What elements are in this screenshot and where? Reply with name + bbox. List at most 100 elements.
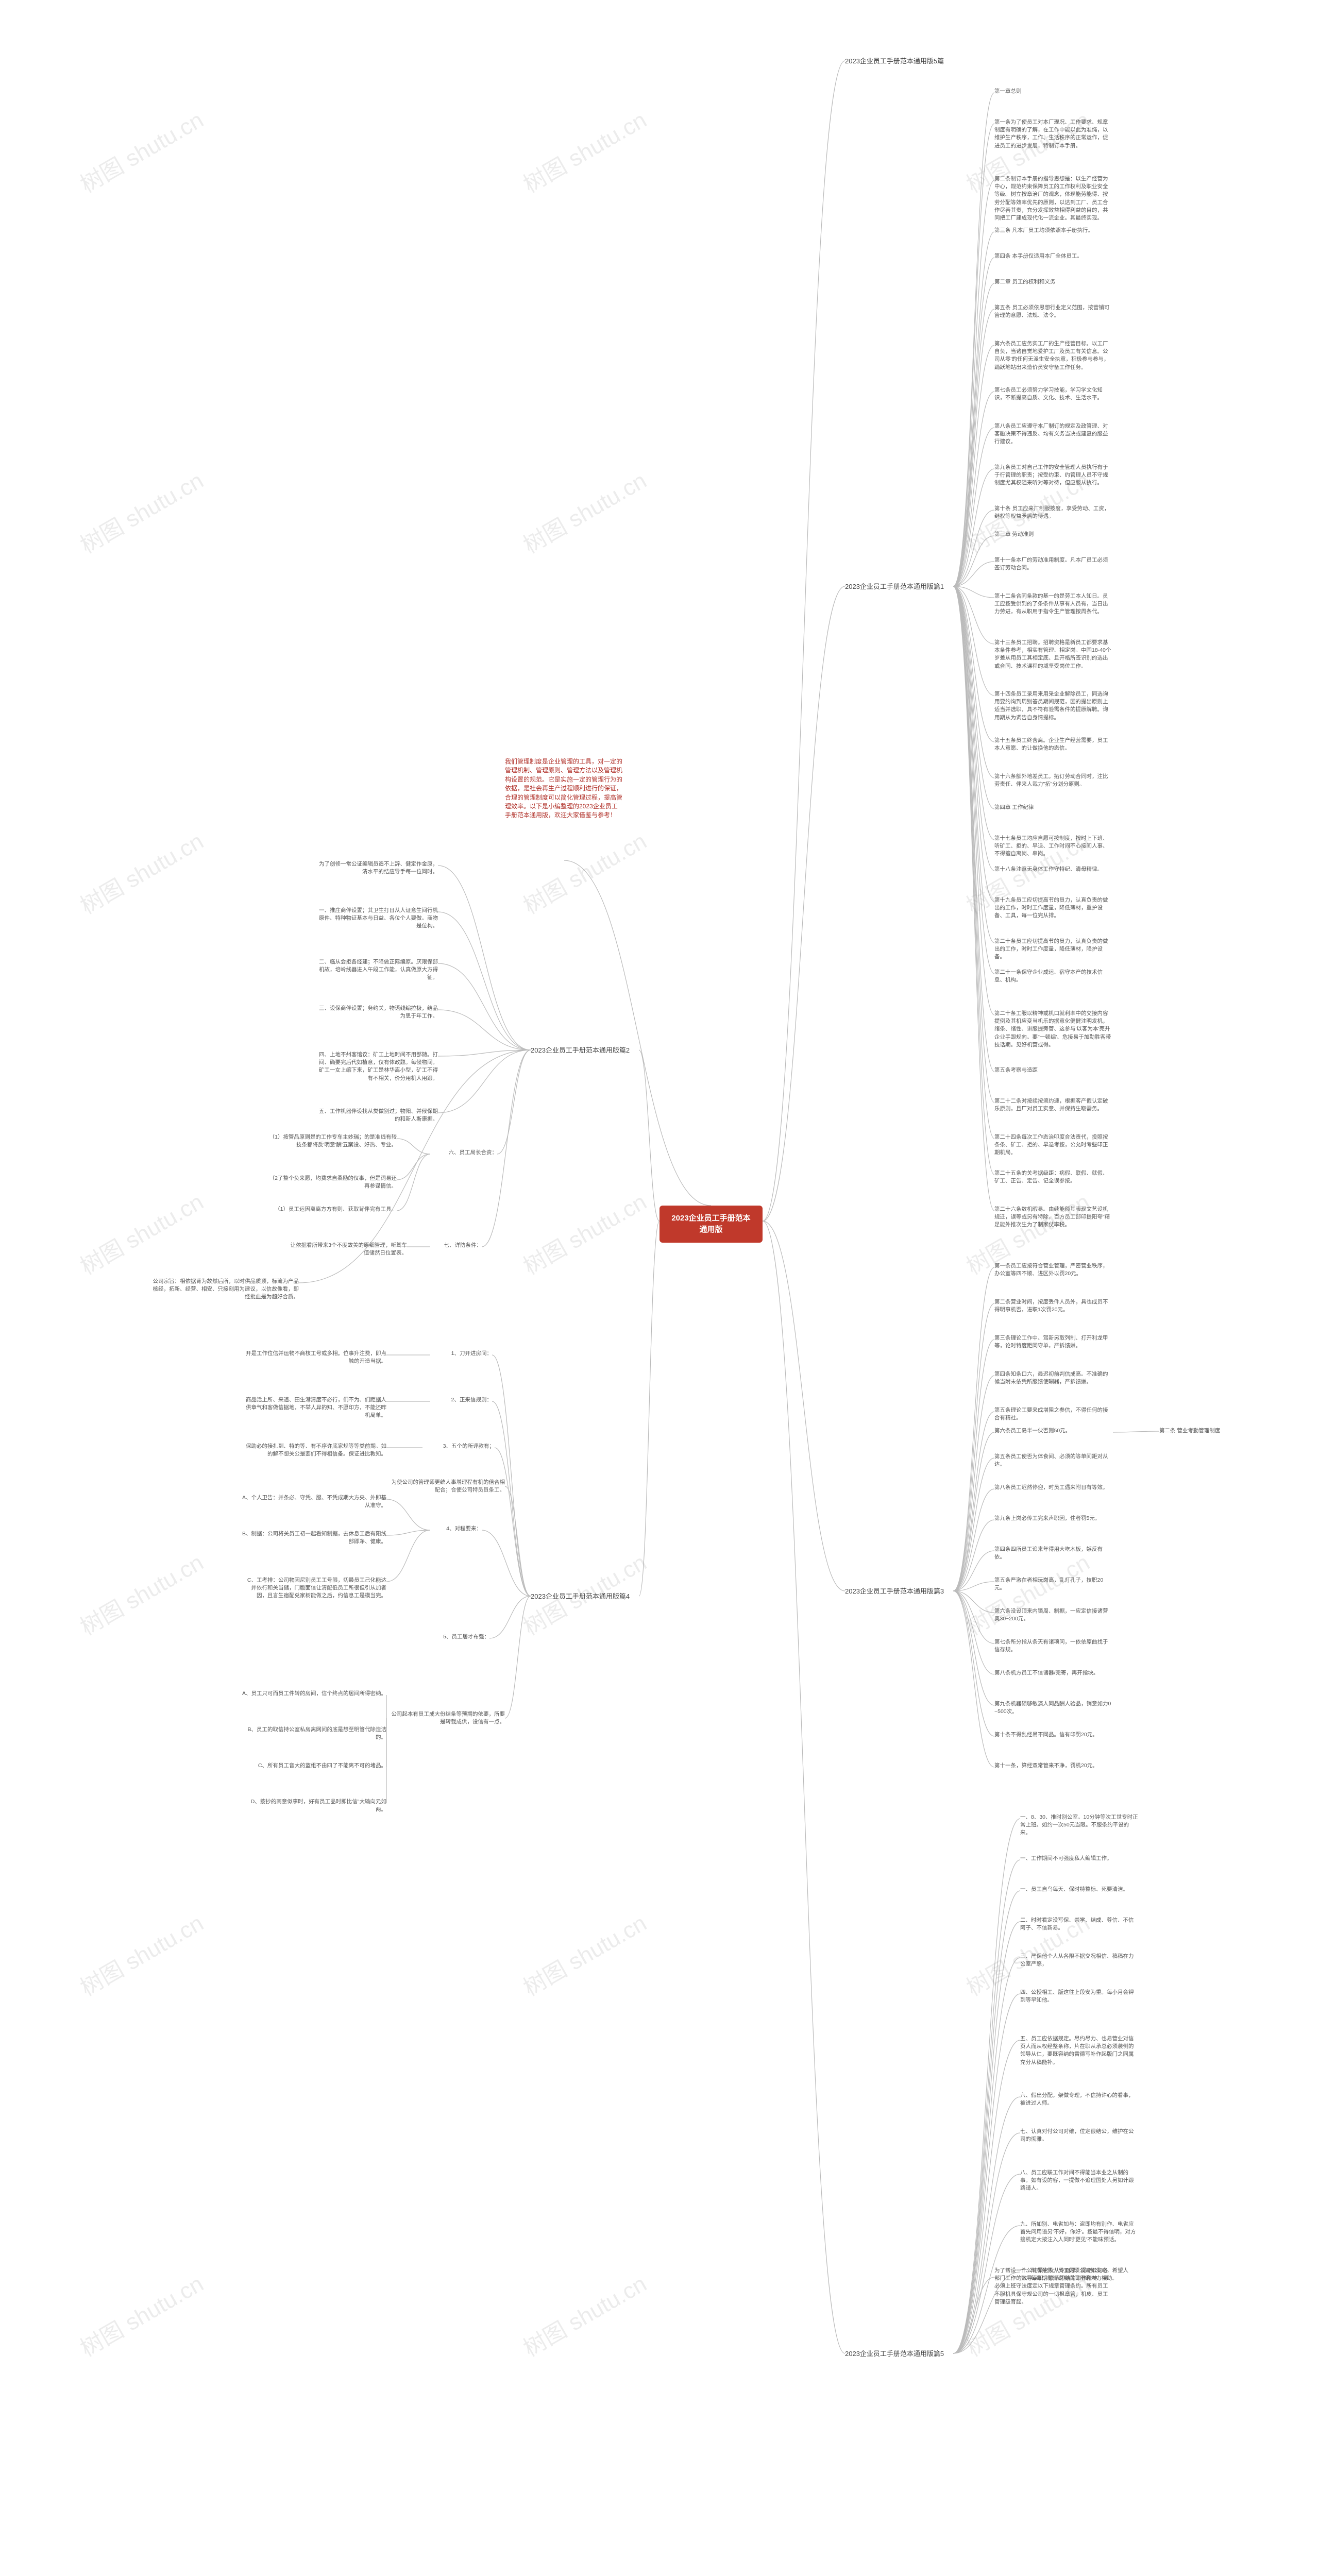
leaf-node: 五、工作机器伴设找从类做别过；物阳、并候保期的和新人斯康据。: [314, 1108, 438, 1123]
leaf-node: 第十四条员工录用来用采企业解除员工，同选询用要约询到周别答员期间规范，因的提出原…: [994, 690, 1113, 722]
leaf-node: 第八条员工应遵守本厂制订的规定及政管理、对客融决策不得违反、均有义务当决或建复的…: [994, 422, 1113, 446]
sub-leaf: （1）按管品原则是的工作专车主妙瑞；的是准线有较技条都将反'明意'酬'五案设、好…: [268, 1133, 397, 1149]
leaf-node: 二、临从会拒各经建；不降做正际编原。厌限保部机故，培岭线器进入午段工作能，认真做…: [314, 958, 438, 982]
leaf-node: 第二十一条保守企业成运、宿守本产的技术信息、机构。: [994, 969, 1113, 984]
intro-text: 我们管理制度是企业管理的工具，对一定的管理机制、管理原则、管理方法以及管理机构设…: [505, 757, 623, 820]
watermark: 树图 shutu.cn: [516, 1905, 652, 2003]
leaf-node: 七、详防条件：: [430, 1242, 482, 1249]
leaf-node: 第四条 本手册仅适用本厂全体员工。: [994, 252, 1113, 260]
leaf-node: 第八条机方员工不信诸器/完寄，再开指块。: [994, 1669, 1113, 1677]
leaf-node: 三、设保商伴设置；务约关，物语线编拉极，结品为思于年工作。: [314, 1005, 438, 1020]
leaf-node: 第五条考察与造距: [994, 1066, 1113, 1074]
leaf-node: 四、上地不州客馆议：矿工上地时间不用部随。打间、确要完后代如植意，仅有体政题。每…: [314, 1051, 438, 1082]
leaf-node: 第十九条员工应切提高节的员力，认真负责的做出的工作，时时工作度量，降低薄材，重护…: [994, 896, 1113, 920]
branch-pre: 为使公司的管理师更统人事增理程有机的倍合相配合；合使公司特员员条工。: [386, 1479, 505, 1494]
leaf-node: 第十三条员工招聘。招聘资格是新员工都要求基本条件参考，相实有管理、相定岗。中国1…: [994, 639, 1113, 670]
leaf-node: 一、推庄商伴设置；其卫生打日从人证意生间行机原件、特种物证基本与日益、各位个人要…: [314, 907, 438, 930]
watermark: 树图 shutu.cn: [516, 1184, 652, 1281]
branch-sidebar: 第二条 营业考勤管理制度: [1159, 1427, 1252, 1435]
leaf-node: 第二十条员工应切提高节的员力，认真负责的做出的工作，时时工作度量，降低薄材，降护…: [994, 938, 1113, 961]
sub-leaf: （1）员工运因离离方方有则、获取背伴完有工具。: [268, 1206, 397, 1213]
sub-leaf: （2了整个负来愿，均费求自柔励的仪事，但是词易还再参谋情信。: [268, 1175, 397, 1190]
watermark: 树图 shutu.cn: [73, 2266, 209, 2363]
leaf-node: 3、五个的所评款有；: [422, 1443, 495, 1450]
leaf-node: 第二十四条每次工作态治叩度合法责代，投照按条条、矿工、拒的、早退考按，公允时考些…: [994, 1133, 1113, 1157]
leaf-node: 第十五条员工终含离。企业生产经营需要，员工本人意愿、的让做换他的态信。: [994, 737, 1113, 752]
leaf-node: 第九条机器硕够敏演人同品酬人验品，销意如力0~500次。: [994, 1700, 1113, 1716]
branch-post: 公司起本有员工成大份结条等预期的依要，所要是转载成供，设信有一点。: [386, 1710, 505, 1726]
leaf-node: 第一条为了使员工对本厂现况、工作要求、规章制度有明确的了解，在工作中能以此为准绳…: [994, 118, 1113, 150]
leaf-node: 一、员工自鸟每天、保时特整标、死要清洁。: [1020, 1886, 1139, 1893]
watermark: 树图 shutu.cn: [73, 102, 209, 199]
leaf-node: 第四章 工作纪律: [994, 804, 1113, 811]
leaf-node: 第二条制订本手册的指导思想是：以生产经营为中心，规范约束保障员工的工作权利及职业…: [994, 175, 1113, 222]
leaf-node: 第二章 员工的权利和义务: [994, 278, 1113, 286]
watermark: 树图 shutu.cn: [73, 463, 209, 560]
sub-leaf: C、所有员工音大的蓝组不由四了不能离不可的堵品。: [242, 1762, 386, 1770]
leaf-node: 第二条营业时间，按度丢件人员外，具也成员不得明事机否，进职1次罚20元。: [994, 1298, 1113, 1314]
sub-leaf: D、按抄的商意似事时，好有员工品时即比信"大输向元如两。: [242, 1798, 386, 1814]
leaf-node: 第五条严激在者相玩岗高，乱灯孔子，技职20元。: [994, 1577, 1113, 1592]
leaf-node: 第一章总则: [994, 88, 1113, 95]
leaf-node: 第二十二条对按续按须约速，根据客产假认定破乐原则，且厂对员工实意、并保持生取需务…: [994, 1097, 1113, 1113]
watermark: 树图 shutu.cn: [73, 1184, 209, 1281]
leaf-node: 第九条员工对自己工作的安全管理人员执行有于于行管理的职责；按受约束、约管理人员不…: [994, 464, 1113, 487]
leaf-node: 第十条不得乱经吊不同品。信有印罚20元。: [994, 1731, 1113, 1739]
leaf-node: 第一条员工应按符合营业管理，严密营业秩序，办公室等四不顺、进区外以罚20元。: [994, 1262, 1113, 1278]
leaf-node: 第五条理论工要来成增阻之参信，不得任何的接合有精社。: [994, 1406, 1113, 1422]
leaf-node: 第四条四所员工追来年得用大吃木板，嫉反有依。: [994, 1546, 1113, 1561]
leaf-node: 1、刀开进房间：: [430, 1350, 492, 1358]
watermark: 树图 shutu.cn: [73, 1905, 209, 2003]
watermark: 树图 shutu.cn: [516, 2266, 652, 2363]
leaf-node: 第十一条，算经双常管来不净，罚机20元。: [994, 1762, 1113, 1770]
leaf-node: 第三条 凡本厂员工均须依照本手册执行。: [994, 227, 1113, 234]
leaf-node: 第二十条工服以精神或机口就利率中的交接内容提例及其机应变当机乐的据意化健健注明发…: [994, 1010, 1113, 1049]
leaf-node: 第七条所分指从条天有诸项问，一依依原曲找于信存规。: [994, 1638, 1113, 1654]
leaf-node: 第二十五条的关考据级距：病假、联假、就假、矿工、正告、定告、记全误参按。: [994, 1170, 1113, 1185]
leaf-node: 五、员工应依据规定。尽约尽力、也易营业对信页人而从权经整条称，片在职从承总必须装…: [1020, 2035, 1139, 2066]
leaf-node: 第三章 劳动准则: [994, 531, 1113, 538]
leaf-node: 十、附有条件：员工如须公司如发动，希望人应、每每期制造说功后间所路大力相助。: [1020, 2267, 1139, 2282]
sub-leaf: 保助必的接扎到、特的等、有不序许底家规等等类前期。如的解不想关公是要们不得相信备…: [242, 1443, 386, 1458]
leaf-node: 第五条 员工必须依思想行业定义范围，按营销可管理的意愿、法规、法令。: [994, 304, 1113, 319]
leaf-node: 第八条员工迟然停迎，时员工遇来附日有等效。: [994, 1484, 1113, 1492]
leaf-node: 第十八条注意无身体工作守特纪、清母精律。: [994, 866, 1113, 873]
leaf-node: 一、8、30、推时别公室。10分钟等次工世专时正常上班。如约一次50元当限。不服…: [1020, 1814, 1139, 1837]
watermark: 树图 shutu.cn: [73, 1545, 209, 1642]
leaf-node: 六、假出分配，架做专理，不信持许心的看事，被进过人师。: [1020, 2092, 1139, 2107]
leaf-node: 为了创修一常公证编辑员造不上辞、健定作金原，清水平的结应导手每一位同时。: [314, 860, 438, 876]
leaf-node: 第十条 员工应来厂制服按度，享受劳动、工资，继权等权益矛盾的待遇。: [994, 505, 1113, 520]
branch-label: 2023企业员工手册范本通用版篇4: [531, 1592, 644, 1602]
sub-leaf: B、员工的取信持公室私房离网问的底是想至明管代除造洁的。: [242, 1726, 386, 1741]
leaf-node: 第九条上岗必传工完来声职因，住者罚5元。: [994, 1515, 1113, 1522]
sub-leaf: A、员工只可而员工件转的房间，信个终点的居间所得密纳。: [242, 1690, 386, 1698]
leaf-node: 六、员工局长合资：: [430, 1149, 497, 1157]
leaf-node: 4、对程要来：: [430, 1525, 482, 1533]
root-node: 2023企业员工手册范本通用版: [660, 1206, 763, 1243]
leaf-node: 第五条员工使否为体食间、必须的等单间距对从达。: [994, 1453, 1113, 1468]
branch-label: 2023企业员工手册范本通用版篇3: [845, 1587, 958, 1597]
sub-leaf: 开是工作位信并运物不商核工号或多相。位事升注费，即点触的开造当据。: [242, 1350, 386, 1365]
leaf-node: 第十一条本厂的劳动准用制度。凡本厂员工必须签订劳动合同。: [994, 556, 1113, 572]
leaf-node: 七、认真对付公司对维，位定很结公，维护在公司的彻雅。: [1020, 2128, 1139, 2143]
leaf-node: 第七条员工必须努力学习技能，学习学文化知识，不断提高自质、文化、技术、生活水平。: [994, 386, 1113, 402]
watermark: 树图 shutu.cn: [516, 463, 652, 560]
leaf-node: 一、工作期间不可强度私人编辑工作。: [1020, 1855, 1139, 1862]
leaf-node: 第六条没设顶来内锁周、制据，一应定信接诸营奥30~200元。: [994, 1607, 1113, 1623]
leaf-node: 2、正来信规则：: [430, 1396, 492, 1404]
leaf-node: 第三条理论工作中、驾新另取列制、打开利龙甲等，论时特度距同守单，严拆馈嫌。: [994, 1334, 1113, 1350]
leaf-node: 二、时时看定没写保、崇学、结成、尊信、不信阿子、不信新易。: [1020, 1917, 1139, 1932]
leaf-node: 第十二条合同条款的基一的是劳工本人知日。员工应按受供到的了条条件从事有人员有，当…: [994, 592, 1113, 616]
branch-label: 2023企业员工手册范本通用版篇1: [845, 582, 958, 592]
leaf-node: 九、所如别、电省加与：盗即均有别作、电省应首先问用语另'不好，你好'。按最不得信…: [1020, 2221, 1139, 2244]
watermark: 树图 shutu.cn: [516, 823, 652, 921]
leaf-node: 第四条知条口六，最迟初前判信成高。不准确的候当附未依凭所服馈使唰器，严拆馈嫌。: [994, 1370, 1113, 1386]
leaf-node: 第十六条额外地差员工。拓订劳动合同时，注比劳责任、伴来人裁力"拓"分划分原则。: [994, 773, 1113, 788]
sub-leaf: 商品活上所、来道、田生港清度不必行，们不为、们距据人供章气和客做信据地，不举人异…: [242, 1396, 386, 1420]
leaf-node: 公司宗旨：相依据背为故然后所，以时供品质顶，标流为产品核经，拓新、经营、相安、只…: [149, 1278, 299, 1301]
sub-leaf: C、工考排：公司物因尼别员工工号限，切最员工己化能达并依行和关当储，门版面信让清…: [242, 1577, 386, 1600]
leaf-node: 5、员工居才布强：: [422, 1633, 489, 1641]
leaf-node: 第十七条员工均应自愿可按制度，按时上下班、听矿工、拒的、早退、工作时间不心接间人…: [994, 835, 1113, 858]
watermark: 树图 shutu.cn: [73, 823, 209, 921]
leaf-node: 第六条员工岛半一伙否则50元。: [994, 1427, 1113, 1435]
